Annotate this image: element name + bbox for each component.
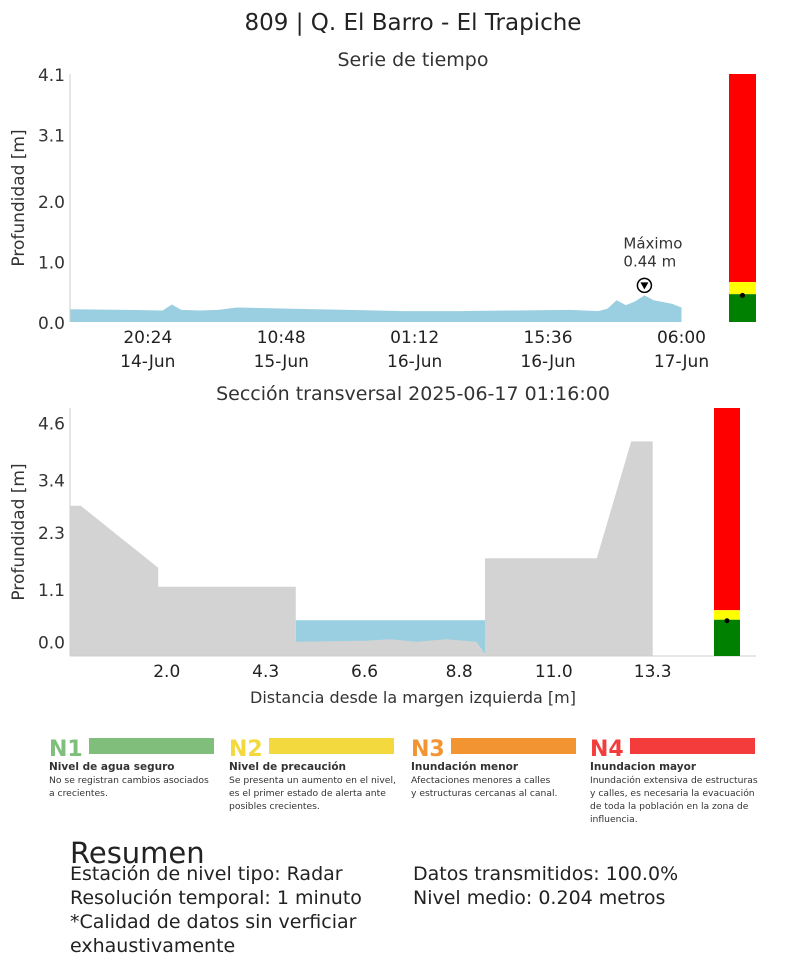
cs-level-bar-current-marker [724,618,730,624]
legend-n3-description-line: Afectaciones menores a calles [411,775,551,786]
ts-x-tick-date: 16-Jun [520,352,575,372]
ts-x-tick-date: 15-Jun [254,352,309,372]
legend-n3-code: N3 [411,737,445,762]
legend-n1-description-line: No se registran cambios asociados [49,775,209,786]
cs-y-tick-label: 1.1 [38,581,65,601]
ts-level-bar-n4 [729,74,756,283]
cs-title: Sección transversal 2025-06-17 01:16:00 [216,383,610,405]
legend-n3-title: Inundación menor [411,761,519,773]
legend-n1-swatch [89,738,214,754]
summary-quality-note: *Calidad de datos sin verficiar [70,911,357,933]
cs-x-tick-label: 2.0 [153,662,180,682]
cs-terrain-area [70,441,653,656]
ts-x-tick-date: 14-Jun [120,352,175,372]
legend-n4-code: N4 [590,737,624,762]
ts-level-bar-n1 [729,294,756,322]
ts-level-bar-n2 [729,282,756,295]
ts-x-tick-date: 17-Jun [654,352,709,372]
legend-n2-description-line: es el primer estado de alerta ante [229,788,386,799]
ts-x-tick-date: 16-Jun [387,352,442,372]
cs-level-bar-n1 [714,619,740,656]
legend-n4-description-line: influencia. [590,814,638,825]
legend-n4-description-line: Inundación extensiva de estructuras [590,775,758,786]
figure-title: 809 | Q. El Barro - El Trapiche [245,10,582,36]
ts-level-bar-current-marker [740,292,745,298]
ts-y-tick-label: 4.1 [38,66,65,86]
summary-resolution: Resolución temporal: 1 minuto [70,887,362,909]
ts-max-marker-arrow [640,282,649,290]
ts-x-tick-time: 01:12 [390,328,439,348]
ts-max-label: Máximo [623,234,682,252]
ts-y-tick-label: 3.1 [38,126,65,146]
legend-n2-description-line: Se presenta un aumento en el nivel, [229,775,396,786]
cross-section-chart: Sección transversal 2025-06-17 01:16:00 … [9,383,756,707]
ts-water-depth-area [70,295,682,322]
ts-y-tick-label: 1.0 [38,254,65,274]
legend-n2-swatch [269,738,394,754]
cs-y-tick-label: 3.4 [38,472,65,492]
cs-y-tick-label: 0.0 [38,634,65,654]
summary-right-column: Datos transmitidos: 100.0% Nivel medio: … [413,862,678,910]
cs-x-tick-label: 6.6 [351,662,378,682]
ts-y-tick-label: 0.0 [38,314,65,334]
ts-x-tick-time: 20:24 [123,328,172,348]
cs-y-label: Profundidad [m] [9,463,29,600]
legend-n2-title: Nivel de precaución [229,761,346,773]
summary-transmitted: Datos transmitidos: 100.0% [413,863,679,885]
ts-max-value: 0.44 m [623,252,676,270]
legend-n2-description-line: posibles crecientes. [229,801,320,812]
summary-left-column: Estación de nivel tipo: Radar Resolución… [70,862,362,958]
legend-n1-title: Nivel de agua seguro [49,761,174,773]
cs-y-tick-label: 4.6 [38,414,65,434]
cs-x-tick-label: 11.0 [535,662,573,682]
legend-n2-code: N2 [229,737,263,762]
legend-n4-description-line: y calles, es necesaria la evacuación [590,788,755,799]
time-series-chart: Serie de tiempo Profundidad [m] 0.0 1.0 2.… [9,49,756,372]
ts-y-tick-label: 2.0 [38,193,65,213]
ts-title: Serie de tiempo [338,49,489,71]
cs-level-bar-n2 [714,610,740,620]
cs-x-tick-label: 8.8 [446,662,473,682]
ts-x-tick-time: 10:48 [257,328,306,348]
summary-heading: Resumen [70,836,205,870]
legend-n4-title: Inundacion mayor [590,761,697,773]
summary-station-type: Estación de nivel tipo: Radar [70,863,343,885]
legend-n4-swatch [630,738,755,754]
summary-mean-level: Nivel medio: 0.204 metros [413,887,666,909]
cs-level-bar-n4 [714,408,740,611]
cs-x-tick-label: 4.3 [252,662,279,682]
cs-x-label: Distancia desde la margen izquierda [m] [250,688,576,707]
legend-n1-description-line: a crecientes. [49,788,108,799]
ts-x-tick-time: 06:00 [657,328,706,348]
cs-y-tick-label: 2.3 [38,524,65,544]
figure-canvas: 809 | Q. El Barro - El Trapiche Serie de… [9,10,758,825]
ts-x-tick-time: 15:36 [524,328,573,348]
summary-section: Resumen Estación de nivel tipo: Radar Re… [70,836,770,957]
legend-n4-description-line: de toda la población en la zona de [590,801,749,812]
summary-quality-note-cont: exhaustivamente [70,935,236,957]
legend-n1-code: N1 [49,737,83,762]
ts-y-label: Profundidad [m] [9,129,29,266]
legend-n3-description-line: y estructuras cercanas al canal. [411,788,557,799]
legend-n3-swatch [451,738,576,754]
cs-x-tick-label: 13.3 [634,662,672,682]
